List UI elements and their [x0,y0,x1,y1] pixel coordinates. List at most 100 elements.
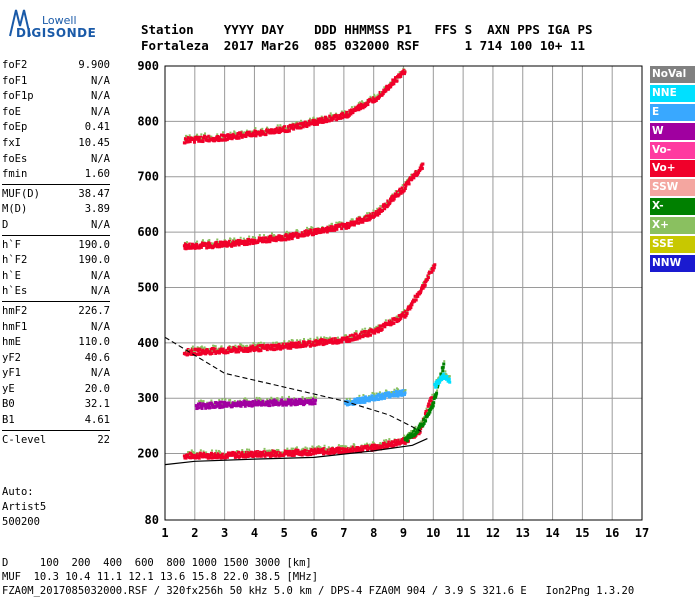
echo-point [283,125,287,129]
echo-point [206,402,210,406]
logo-line2: DIGISONDE [16,26,97,40]
echo-point [378,324,382,328]
echo-point [348,334,352,338]
echo-point [225,138,229,142]
echo-point [259,349,263,353]
echo-point [397,191,400,194]
echo-point [435,378,438,381]
echo-point [233,130,236,133]
echo-point [259,454,263,458]
echo-point [207,239,210,242]
echo-point [379,397,383,401]
echo-point [403,391,407,395]
param-key: C-level [2,433,47,446]
echo-point [313,402,317,406]
echo-point [266,398,269,401]
param-value: 9.900 [78,59,110,71]
echo-point [250,453,254,457]
echo-point [289,453,293,457]
echo-point [358,216,362,220]
echo-point [271,344,275,348]
param-value: N/A [91,218,110,231]
echo-point [375,210,379,214]
echo-point [302,447,305,450]
echo-point [189,456,193,460]
echo-point [231,243,235,247]
echo-point [290,400,294,404]
echo-point [349,400,352,403]
echo-point [243,131,246,134]
param-key: M(D) [2,203,28,216]
echo-point [312,341,316,345]
echo-point [412,176,416,180]
echo-point [301,448,304,451]
echo-point [369,397,373,401]
echo-point [401,187,405,191]
echo-point [239,343,242,346]
param-row: D N/A [2,218,110,234]
echo-point [410,435,414,439]
echo-point [234,239,238,243]
echo-point [250,451,254,455]
x-tick-label: 16 [605,526,619,540]
echo-point [304,446,307,449]
echo-point [231,345,234,348]
echo-point [357,334,361,338]
echo-point [273,234,276,237]
echo-point [259,399,262,402]
echo-point [262,236,266,240]
echo-point [368,215,372,219]
echo-point [268,454,272,458]
param-value: 22 [97,433,110,446]
param-key: hmF1 [2,320,28,333]
y-tick-label: 300 [137,391,159,405]
param-key: yF2 [2,351,21,364]
param-value: 40.6 [84,351,110,364]
echo-point [276,237,280,241]
echo-point [288,340,291,343]
echo-point [219,452,222,455]
echo-point [201,351,205,355]
echo-point [318,120,322,124]
echo-point [322,338,326,342]
echo-point [268,344,272,348]
echo-point [365,101,369,105]
echo-point [363,400,367,404]
echo-point [285,230,288,233]
echo-point [264,132,268,136]
echo-point [448,380,452,384]
echo-point [432,401,436,405]
echo-point [237,350,241,354]
echo-point [221,398,224,401]
echo-point [283,449,287,453]
echo-point [189,451,193,455]
echo-point [390,390,393,393]
echo-point [346,335,350,339]
echo-point [403,314,407,318]
echo-point [321,343,325,347]
echo-point [375,392,378,395]
echo-point [390,321,394,325]
echo-point [352,334,356,338]
echo-point [361,396,365,400]
echo-point [190,449,193,452]
x-tick-label: 3 [221,526,228,540]
echo-point [208,406,212,410]
echo-point [200,133,203,136]
echo-point [431,393,434,396]
echo-point [228,346,232,350]
echo-point [280,398,284,402]
echo-point [210,351,214,355]
x-tick-label: 5 [281,526,288,540]
echo-point [391,193,394,196]
echo-point [267,450,270,453]
echo-point [295,341,299,345]
echo-point [426,276,430,280]
echo-point [212,344,215,347]
echo-point [282,342,286,346]
echo-point [313,447,317,451]
echo-point [252,342,255,345]
echo-point [307,449,311,453]
echo-point [340,227,344,231]
